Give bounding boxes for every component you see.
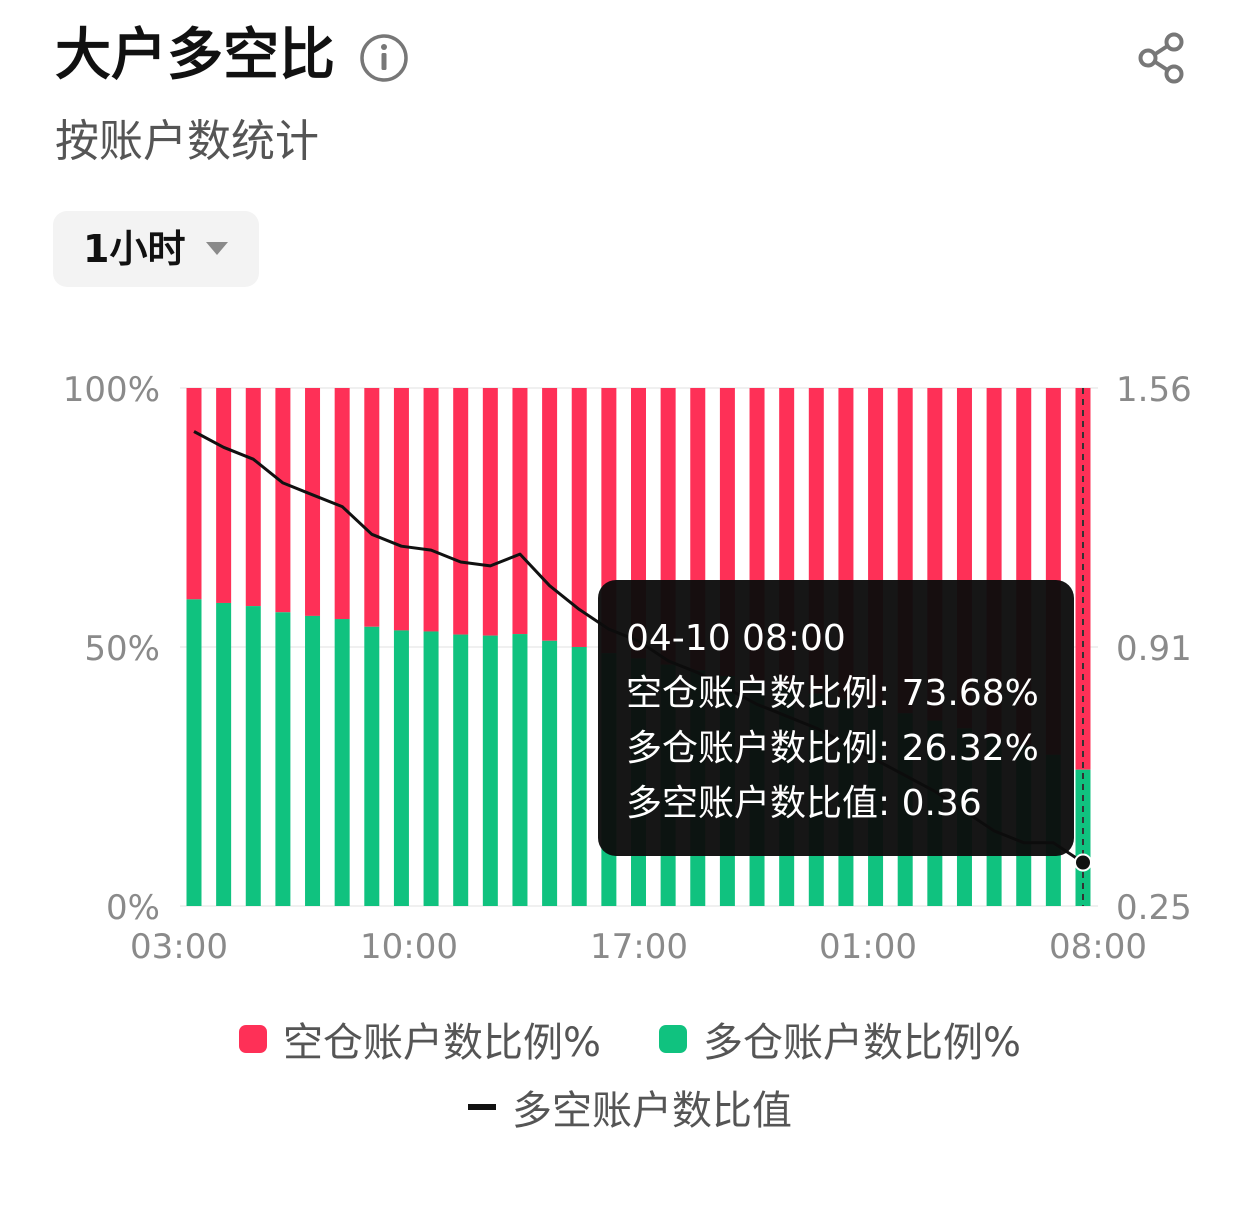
bar-long[interactable] [423, 631, 439, 906]
right-axis-label: 0.25 [1116, 888, 1192, 928]
bar-short[interactable] [571, 388, 587, 647]
info-icon[interactable] [358, 32, 410, 84]
bar-long[interactable] [305, 615, 321, 906]
legend-label-long: 多仓账户数比例% [703, 1020, 1022, 1066]
bar-long[interactable] [393, 630, 409, 906]
legend-label-short: 空仓账户数比例% [282, 1020, 601, 1066]
legend-swatch-long [659, 1025, 687, 1053]
legend-line-ratio [468, 1104, 496, 1110]
bar-long[interactable] [275, 612, 291, 906]
bar-short[interactable] [216, 388, 232, 603]
page-title: 大户多空比 [55, 23, 335, 88]
bar-short[interactable] [512, 388, 528, 635]
highlight-point [1074, 853, 1092, 872]
interval-dropdown[interactable]: 1小时 [53, 211, 259, 287]
bar-short[interactable] [275, 388, 291, 613]
caret-down-icon [206, 242, 228, 255]
legend-item-short[interactable]: 空仓账户数比例% [238, 1010, 601, 1068]
x-axis-label: 01:00 [819, 927, 917, 967]
legend-swatch-short [238, 1025, 267, 1053]
x-axis-label: 10:00 [360, 927, 458, 967]
x-axis-label: 08:00 [1049, 927, 1147, 967]
bar-long[interactable] [334, 619, 350, 906]
bar-long[interactable] [542, 640, 558, 906]
tooltip-box [598, 580, 1074, 856]
tooltip-time: 04-10 08:00 [626, 618, 846, 659]
tooltip-long: 多仓账户数比例: 26.32% [626, 728, 1039, 769]
bar-short[interactable] [453, 388, 469, 635]
bar-short[interactable] [482, 388, 498, 636]
bar-long[interactable] [245, 606, 261, 906]
bar-short[interactable] [393, 388, 409, 631]
bar-long[interactable] [571, 647, 587, 906]
share-icon[interactable] [1134, 30, 1190, 86]
page-subtitle: 按账户数统计 [55, 116, 319, 167]
left-axis-label: 50% [84, 629, 160, 669]
tooltip-ratio: 多空账户数比值: 0.36 [626, 783, 982, 824]
legend-item-ratio[interactable]: 多空账户数比值 [468, 1078, 792, 1136]
x-axis-label: 03:00 [130, 927, 228, 967]
bar-short[interactable] [364, 388, 380, 627]
bar-long[interactable] [186, 599, 202, 906]
bar-long[interactable] [512, 634, 528, 906]
bar-long[interactable] [364, 626, 380, 906]
bar-short[interactable] [542, 388, 558, 641]
bar-short[interactable] [245, 388, 261, 607]
bar-short[interactable] [305, 388, 321, 616]
bar-short[interactable] [334, 388, 350, 620]
tooltip-short: 空仓账户数比例: 73.68% [626, 673, 1039, 714]
bar-long[interactable] [216, 602, 232, 906]
legend-item-long[interactable]: 多仓账户数比例% [659, 1010, 1021, 1068]
right-axis-label: 0.91 [1116, 629, 1192, 669]
left-axis-label: 100% [63, 370, 160, 410]
x-axis-label: 17:00 [590, 927, 688, 967]
left-axis-label: 0% [106, 888, 160, 928]
bar-short[interactable] [186, 388, 202, 600]
right-axis-label: 1.56 [1116, 370, 1192, 410]
bar-long[interactable] [482, 635, 498, 906]
interval-label: 1小时 [83, 227, 186, 271]
long-short-ratio-chart[interactable]: 100% 50% 0% 1.56 0.91 0.25 03:00 10:00 17:00 01:0… [0, 340, 1260, 990]
bar-long[interactable] [453, 634, 469, 906]
legend-label-ratio: 多空账户数比值 [512, 1088, 792, 1134]
bar-short[interactable] [423, 388, 439, 632]
bar-long[interactable] [1075, 769, 1091, 906]
